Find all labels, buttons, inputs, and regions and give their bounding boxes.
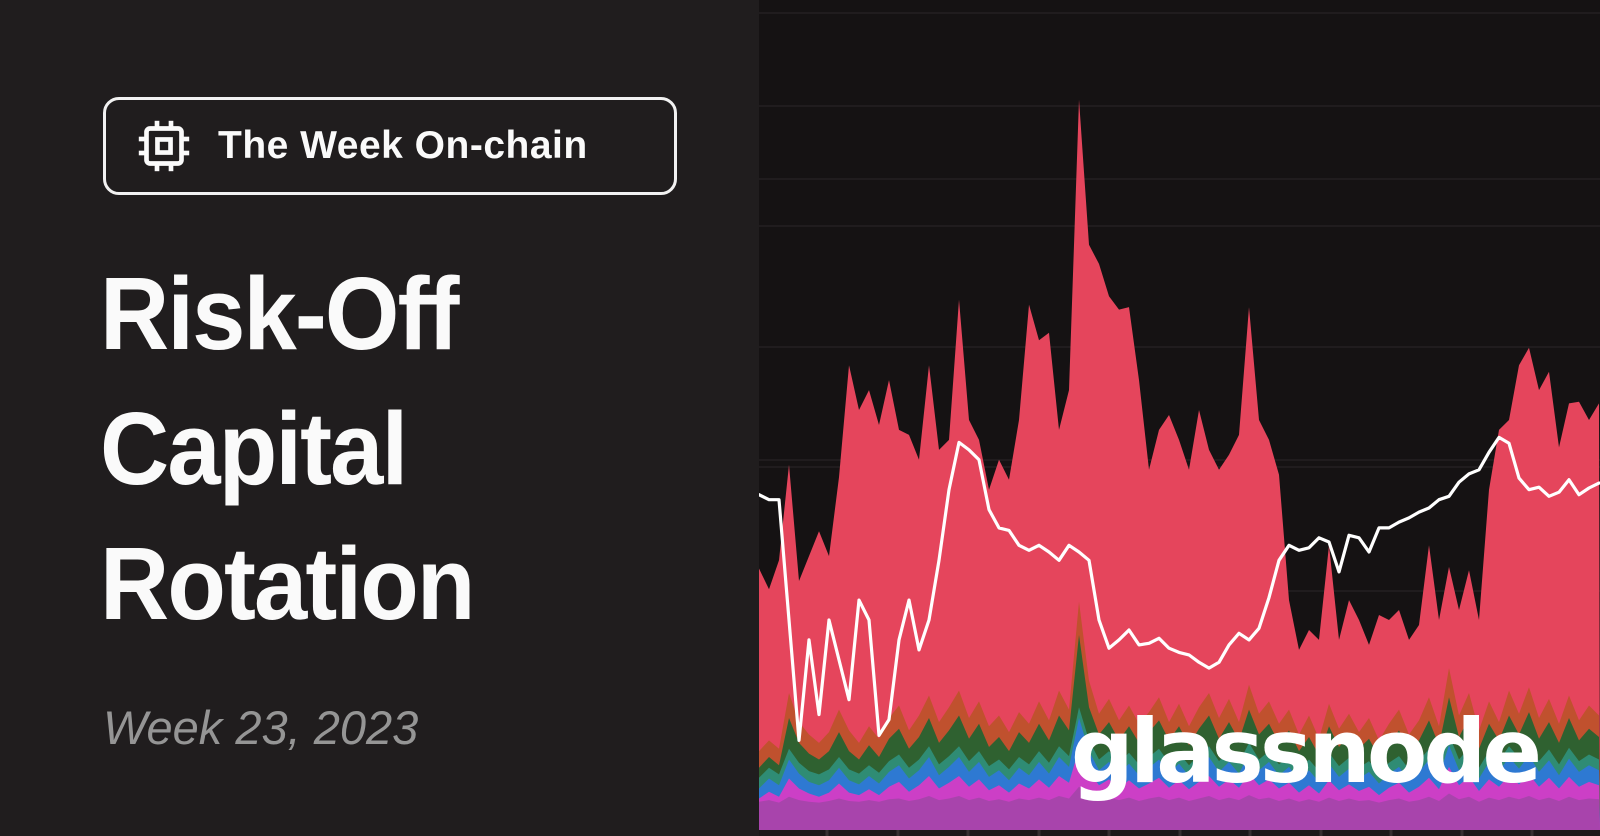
glassnode-wordmark: glassnode (1070, 700, 1542, 803)
page-title-line3: Rotation (100, 526, 475, 641)
chart-area: glassnode (759, 0, 1600, 836)
page-title-line2: Capital (100, 391, 408, 506)
week-subtitle: Week 23, 2023 (103, 701, 419, 754)
stacked-area-chart (759, 12, 1600, 836)
cpu-chip-icon (138, 120, 190, 172)
week-onchain-badge: The Week On-chain (103, 97, 677, 195)
page-title: Risk-Off Capital Rotation (100, 246, 475, 651)
badge-label: The Week On-chain (218, 124, 588, 167)
page-title-line1: Risk-Off (100, 256, 460, 371)
left-panel: The Week On-chain Risk-Off Capital Rotat… (0, 0, 759, 836)
